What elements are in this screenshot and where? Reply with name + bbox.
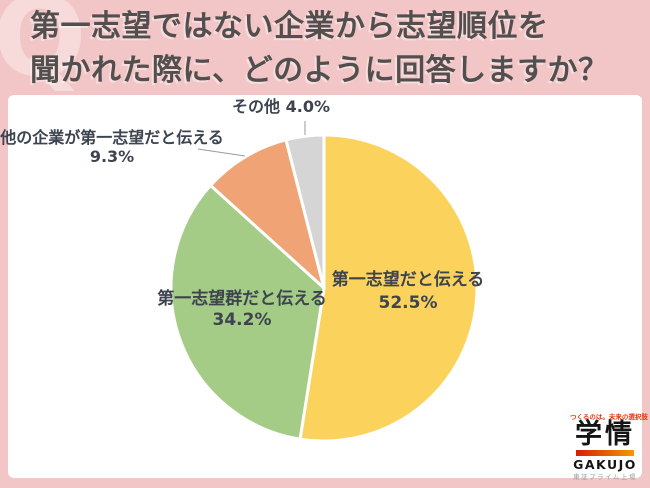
slice-label-first-choice-text: 第一志望だと伝える	[331, 270, 485, 290]
logo-gradient-bar	[576, 450, 634, 456]
slice-label-other-company-text: 他の企業が第一志望だと伝える	[0, 128, 224, 147]
logo-romaji: GAKUJO	[573, 457, 637, 472]
slice-label-first-choice-group: 第一志望群だと伝える 34.2%	[157, 289, 327, 331]
pie-slice-0	[298, 133, 479, 443]
slice-label-other-value: 4.0%	[285, 97, 330, 116]
leader-line-other-company	[197, 148, 246, 157]
pie-slices-group	[169, 133, 479, 443]
pie-slice-2	[209, 138, 326, 290]
logo-name: 学情	[575, 419, 635, 450]
page-title-line1: 第一志望ではない企業から志望順位を	[30, 9, 549, 44]
slice-label-other-text: その他	[232, 97, 281, 116]
page-title-line2: 聞かれた際に、どのように回答しますか？	[30, 53, 609, 88]
slice-label-other: その他 4.0%	[232, 97, 330, 116]
slice-label-first-choice-group-value: 34.2%	[212, 310, 272, 330]
slice-label-first-choice: 第一志望だと伝える 52.5%	[332, 269, 485, 315]
logo-tagline: つくるのは。未来の選択肢	[570, 413, 648, 421]
question-watermark: Q	[0, 0, 87, 101]
slice-label-first-choice-value: 52.5%	[378, 293, 438, 313]
chart-panel: その他 4.0% 他の企業が第一志望だと伝える 9.3% 第一志望だと伝える 5…	[0, 95, 642, 478]
pie-slice-1	[169, 183, 326, 441]
slice-label-other-company: 他の企業が第一志望だと伝える 9.3%	[0, 128, 224, 166]
logo-listing-note: 東証プライム上場	[573, 473, 637, 481]
pie-chart-svg	[169, 121, 479, 443]
slice-label-other-company-value: 9.3%	[89, 147, 135, 166]
slice-label-first-choice-group-text: 第一志望群だと伝える	[157, 289, 327, 309]
page-title: 第一志望ではない企業から志望順位を 聞かれた際に、どのように回答しますか？	[30, 5, 609, 93]
gakujo-logo: つくるのは。未来の選択肢 学情 GAKUJO 東証プライム上場	[570, 413, 648, 481]
pie-slice-3	[284, 133, 326, 290]
